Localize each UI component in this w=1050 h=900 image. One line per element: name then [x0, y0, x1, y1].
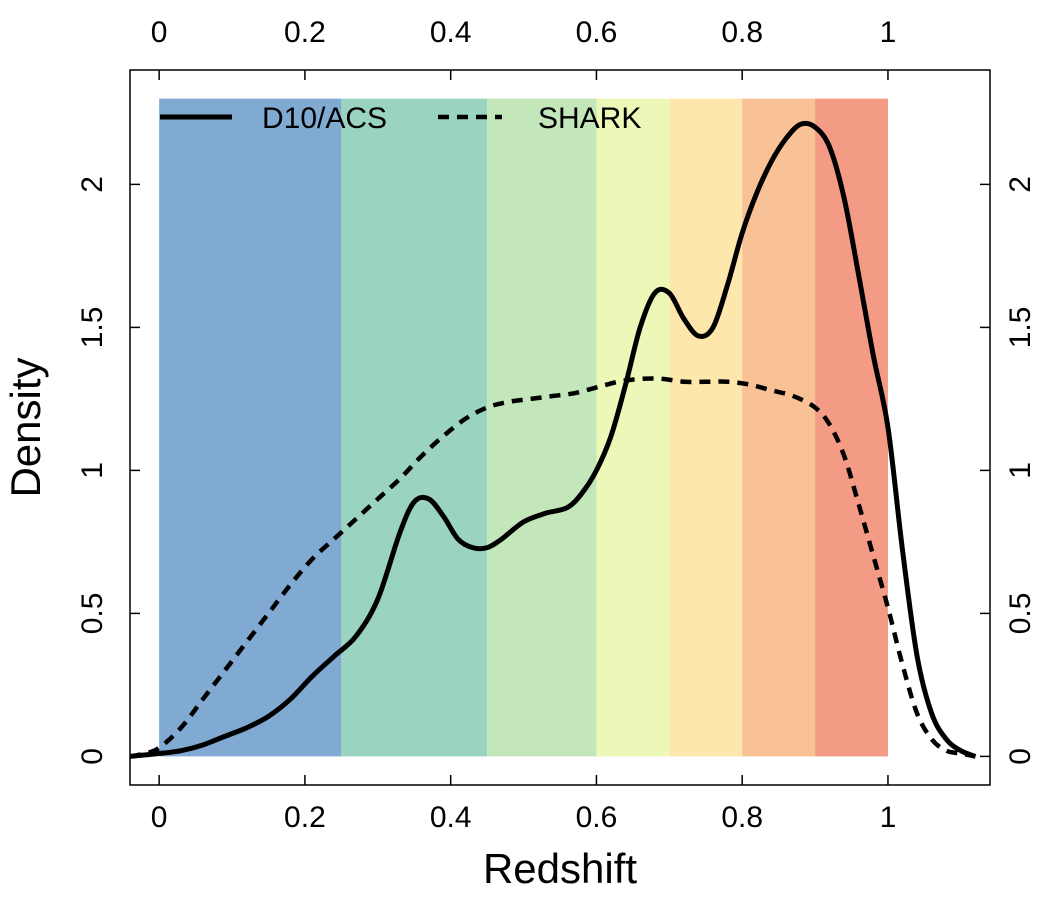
y-tick-label-left: 1 — [76, 462, 109, 479]
redshift-band-4 — [669, 98, 743, 757]
y-axis-title: Density — [2, 357, 49, 497]
redshift-bands — [159, 98, 888, 757]
y-tick-label-right: 1 — [1004, 462, 1037, 479]
x-tick-label-bottom: 1 — [880, 801, 897, 834]
x-tick-label-bottom: 0.6 — [576, 801, 618, 834]
axis-ticks: 0 0 0.2 0.2 0.4 0.4 0.6 0.6 0.8 0.8 1 1 0 0 0.5 0.5 1 1 1.… — [76, 16, 1037, 834]
x-tick-label-top: 0.4 — [430, 16, 472, 49]
x-axis-title: Redshift — [483, 845, 637, 892]
x-tick-label-bottom: 0 — [151, 801, 168, 834]
x-tick-label-top: 1 — [880, 16, 897, 49]
redshift-band-6 — [815, 98, 888, 757]
legend-label: D10/ACS — [262, 102, 387, 135]
y-tick-label-right: 0 — [1004, 748, 1037, 765]
x-tick-label-top: 0.8 — [721, 16, 763, 49]
x-tick-label-top: 0.2 — [284, 16, 326, 49]
y-tick-label-left: 0 — [76, 748, 109, 765]
y-tick-label-right: 1.5 — [1004, 307, 1037, 349]
x-tick-label-bottom: 0.2 — [284, 801, 326, 834]
y-tick-label-left: 2 — [76, 176, 109, 193]
y-tick-label-right: 0.5 — [1004, 593, 1037, 635]
redshift-band-0 — [159, 98, 342, 757]
redshift-band-5 — [742, 98, 816, 757]
x-tick-label-bottom: 0.8 — [721, 801, 763, 834]
x-tick-label-bottom: 0.4 — [430, 801, 472, 834]
legend: D10/ACS SHARK — [160, 102, 641, 135]
plot-frame — [129, 69, 991, 786]
series-line-d10-acs — [129, 120, 977, 759]
redshift-band-2 — [487, 98, 597, 757]
y-tick-label-right: 2 — [1004, 176, 1037, 193]
y-tick-label-left: 0.5 — [76, 593, 109, 635]
x-tick-label-top: 0.6 — [576, 16, 618, 49]
series-lines — [129, 120, 977, 759]
legend-label: SHARK — [538, 102, 641, 135]
x-tick-label-top: 0 — [151, 16, 168, 49]
redshift-band-3 — [596, 98, 670, 757]
y-tick-label-left: 1.5 — [76, 307, 109, 349]
redshift-band-1 — [341, 98, 488, 757]
